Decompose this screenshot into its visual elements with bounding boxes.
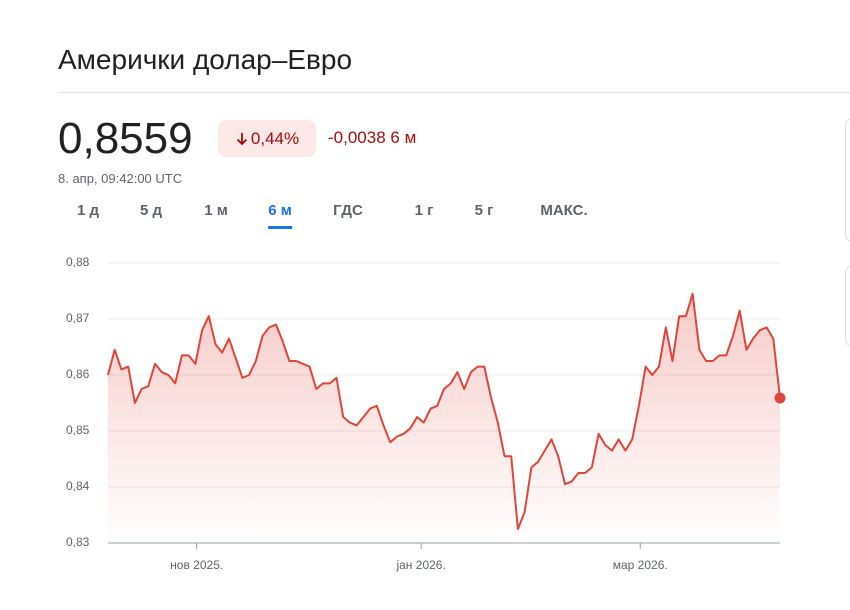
change-badge: 0,44% bbox=[218, 120, 316, 157]
y-tick-label: 0,85 bbox=[66, 423, 90, 437]
divider bbox=[58, 92, 850, 93]
range-tabs: 1 д 5 д 1 м 6 м ГДС 1 г 5 г МАКС. bbox=[0, 202, 850, 232]
range-tab[interactable]: МАКС. bbox=[540, 202, 588, 219]
range-tab[interactable]: 1 д bbox=[76, 202, 100, 219]
range-tab[interactable]: 5 г bbox=[474, 202, 494, 219]
y-tick-label: 0,88 bbox=[66, 255, 90, 269]
y-tick-label: 0,86 bbox=[66, 367, 90, 381]
price-line bbox=[107, 292, 781, 530]
range-tab[interactable]: 1 м bbox=[204, 202, 228, 219]
x-tick-label: јан 2026. bbox=[395, 558, 445, 572]
timestamp: 8. апр, 09:42:00 UTC bbox=[58, 171, 183, 186]
y-tick-label: 0,87 bbox=[66, 311, 90, 325]
range-tab[interactable]: 5 д bbox=[139, 202, 163, 219]
change: -0,0038 6 м bbox=[328, 128, 416, 148]
page-title: Амерички долар–Евро bbox=[58, 44, 353, 75]
y-tick-label: 0,84 bbox=[66, 479, 90, 493]
range-tab[interactable]: 6 м bbox=[268, 202, 292, 229]
range-tab[interactable]: 1 г bbox=[414, 202, 434, 219]
x-tick-label: нов 2025. bbox=[170, 558, 223, 572]
change-period: 6 м bbox=[390, 128, 417, 147]
y-tick-label: 0,83 bbox=[66, 535, 90, 549]
price: 0,8559 bbox=[58, 114, 193, 163]
down-arrow bbox=[236, 132, 248, 145]
change-value: -0,0038 bbox=[328, 128, 386, 147]
change-percent: 0,44% bbox=[250, 128, 300, 148]
range-tab[interactable]: ГДС bbox=[333, 202, 363, 219]
last-point bbox=[774, 392, 786, 404]
area bbox=[108, 293, 780, 543]
x-tick-label: мар 2026. bbox=[613, 558, 668, 572]
